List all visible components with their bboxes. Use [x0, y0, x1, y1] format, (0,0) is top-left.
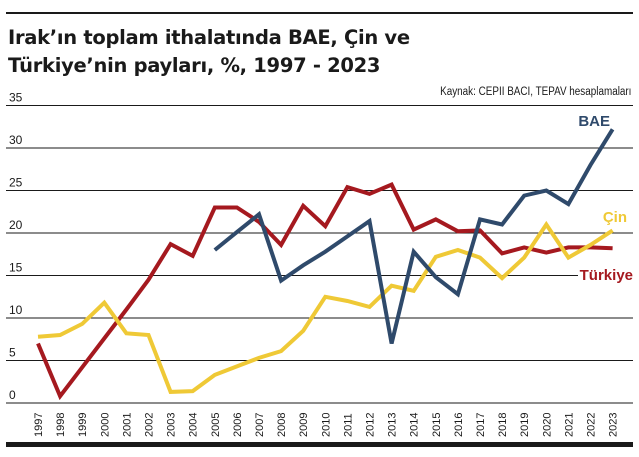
title-line-2: Türkiye’nin payları, %, 1997 - 2023	[8, 54, 381, 77]
y-tick-label: 5	[9, 346, 16, 360]
y-axis-ticks: 0 5 10 15 20 25 30 35	[9, 91, 23, 403]
series-line-çin	[37, 220, 614, 394]
source-note: Kaynak: CEPII BACI, TEPAV hesaplamaları	[439, 86, 631, 98]
x-tick-label: 2023	[608, 413, 620, 437]
x-tick-label: 2005	[210, 413, 222, 437]
bottom-bar	[6, 442, 633, 447]
series-lines	[36, 128, 615, 401]
x-tick-label: 2001	[121, 413, 133, 437]
y-tick-label: 30	[9, 133, 23, 147]
x-tick-label: 2016	[453, 413, 465, 437]
x-tick-label: 1997	[33, 413, 45, 437]
y-tick-label: 0	[9, 388, 16, 402]
x-tick-label: 2000	[99, 413, 111, 437]
x-tick-label: 2010	[320, 413, 332, 437]
top-rule	[6, 12, 633, 14]
x-tick-label: 1998	[55, 413, 67, 437]
gridlines	[6, 104, 633, 404]
y-tick-label: 35	[9, 91, 23, 105]
y-tick-label: 10	[9, 303, 23, 317]
x-tick-label: 2017	[475, 413, 487, 437]
x-tick-label: 2014	[409, 413, 421, 437]
x-tick-label: 2012	[365, 413, 377, 437]
x-tick-label: 2003	[166, 413, 178, 437]
series-labels: BAE Çin Türkiye	[578, 113, 636, 284]
x-tick-label: 2006	[232, 413, 244, 437]
x-tick-label: 2009	[298, 413, 310, 437]
x-tick-label: 2013	[387, 413, 399, 437]
series-line-bae	[213, 128, 615, 344]
x-tick-label: 2015	[431, 413, 443, 437]
series-label-çin: Çin	[603, 209, 627, 226]
x-axis-ticks: 1997 1998 1999 2000 2001 2002 2003 2004 2005 2006…	[33, 413, 620, 437]
x-tick-label: 2004	[188, 413, 200, 437]
y-tick-label: 15	[9, 261, 23, 275]
y-tick-label: 25	[9, 176, 23, 190]
series-line-türkiye	[36, 182, 613, 401]
y-tick-label: 20	[9, 218, 23, 232]
x-tick-label: 2011	[342, 413, 354, 437]
chart-title: Irak’ın toplam ithalatında BAE, Çin ve T…	[8, 24, 410, 80]
x-tick-label: 2022	[586, 413, 598, 437]
x-tick-label: 2019	[519, 413, 531, 437]
x-tick-label: 2002	[144, 413, 156, 437]
title-line-1: Irak’ın toplam ithalatında BAE, Çin ve	[8, 26, 410, 49]
x-tick-label: 2020	[541, 413, 553, 437]
x-tick-label: 2008	[276, 413, 288, 437]
x-tick-label: 1999	[77, 413, 89, 437]
series-label-türkiye: Türkiye	[580, 267, 633, 284]
x-tick-label: 2018	[497, 413, 509, 437]
series-label-bae: BAE	[578, 113, 610, 130]
x-tick-label: 2021	[563, 413, 575, 437]
x-tick-label: 2007	[254, 413, 266, 437]
